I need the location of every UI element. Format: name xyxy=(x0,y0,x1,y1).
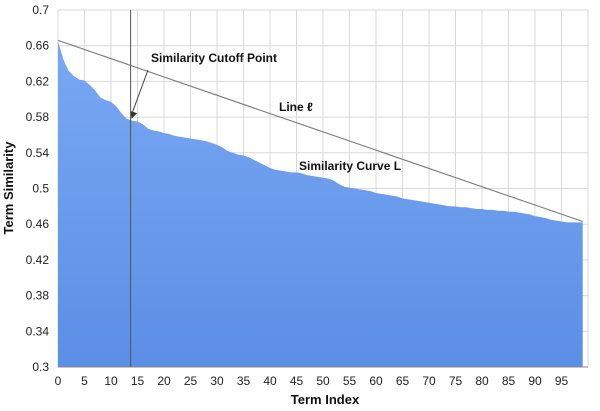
x-tick-label: 20 xyxy=(157,374,171,388)
y-tick-label: 0.62 xyxy=(26,74,50,88)
x-tick-label: 75 xyxy=(449,374,463,388)
x-tick-label: 65 xyxy=(396,374,410,388)
x-tick-label: 85 xyxy=(502,374,516,388)
x-tick-label: 90 xyxy=(528,374,542,388)
x-tick-label: 15 xyxy=(131,374,145,388)
annotation-line-label: Line ℓ xyxy=(279,100,313,114)
x-tick-label: 50 xyxy=(316,374,330,388)
x-tick-label: 10 xyxy=(104,374,118,388)
annotation-cutoff-label: Similarity Cutoff Point xyxy=(151,51,277,65)
y-tick-label: 0.54 xyxy=(26,146,50,160)
similarity-curve-area xyxy=(58,41,583,368)
y-tick-label: 0.7 xyxy=(32,3,49,17)
y-tick-label: 0.3 xyxy=(32,360,49,374)
x-tick-label: 60 xyxy=(369,374,383,388)
cutoff-layer xyxy=(130,10,149,367)
y-tick-label: 0.5 xyxy=(32,182,49,196)
x-axis-title: Term Index xyxy=(291,392,360,407)
x-tick-label: 40 xyxy=(263,374,277,388)
y-tick-labels: 0.3 0.34 0.38 0.42 0.46 0.5 0.54 0.58 0.62 0.66 0.… xyxy=(26,3,50,374)
y-tick-label: 0.46 xyxy=(26,217,50,231)
x-tick-label: 70 xyxy=(422,374,436,388)
y-tick-label: 0.38 xyxy=(26,289,50,303)
x-tick-label: 35 xyxy=(237,374,251,388)
y-tick-label: 0.42 xyxy=(26,253,50,267)
x-tick-label: 95 xyxy=(555,374,569,388)
cutoff-arrow-head xyxy=(130,111,138,119)
line-l xyxy=(57,39,583,223)
y-tick-label: 0.66 xyxy=(26,39,50,53)
x-tick-labels: 0 5 10 15 20 25 30 35 40 45 50 55 60 65 70 75 80 85 90 95 xyxy=(55,374,569,388)
x-tick-label: 45 xyxy=(290,374,304,388)
y-tick-label: 0.58 xyxy=(26,110,50,124)
annotation-curve-label: Similarity Curve L xyxy=(299,159,401,173)
similarity-area xyxy=(58,41,588,368)
cutoff-arrow-line xyxy=(132,69,149,112)
x-tick-label: 5 xyxy=(81,374,88,388)
y-tick-label: 0.34 xyxy=(26,324,50,338)
y-axis-title: Term Similarity xyxy=(1,141,16,235)
x-tick-label: 80 xyxy=(475,374,489,388)
x-tick-label: 30 xyxy=(210,374,224,388)
x-tick-label: 0 xyxy=(55,374,62,388)
x-tick-label: 25 xyxy=(184,374,198,388)
x-tick-label: 55 xyxy=(343,374,357,388)
line-l-layer xyxy=(57,39,583,223)
